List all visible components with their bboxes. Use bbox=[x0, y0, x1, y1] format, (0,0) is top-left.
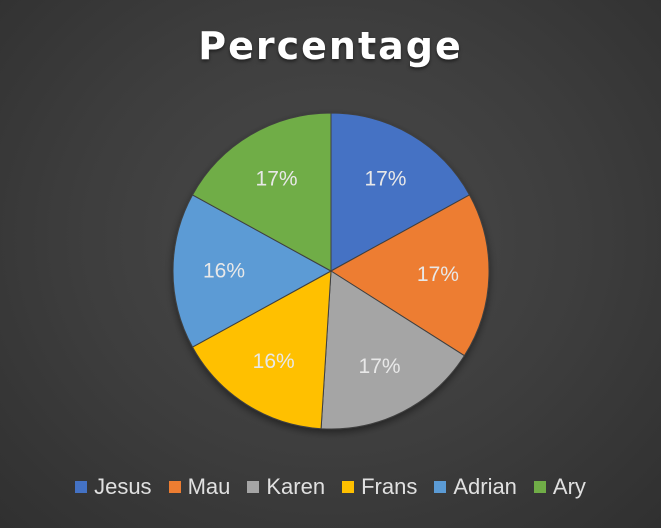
pie-labels: 17% 17% 17% 16% 16% 17% bbox=[203, 167, 459, 377]
legend-item-karen: Karen bbox=[247, 474, 325, 500]
pie-slice-karen bbox=[320, 270, 466, 430]
legend-label: Ary bbox=[552, 474, 586, 499]
data-label-jesus: 17% bbox=[364, 167, 406, 190]
data-label-adrian: 16% bbox=[203, 260, 245, 283]
legend-item-mau: Mau bbox=[168, 474, 231, 500]
pie-slice-jesus bbox=[330, 112, 471, 272]
legend-swatch bbox=[168, 481, 181, 493]
legend-item-frans: Frans bbox=[342, 474, 417, 500]
legend: Jesus Mau Karen Frans Adrian Ary bbox=[0, 474, 661, 500]
data-label-frans: 16% bbox=[253, 350, 295, 373]
legend-item-adrian: Adrian bbox=[434, 474, 517, 500]
legend-label: Jesus bbox=[94, 474, 152, 499]
legend-item-ary: Ary bbox=[533, 474, 586, 500]
legend-swatch bbox=[247, 481, 260, 493]
legend-swatch bbox=[342, 481, 355, 493]
legend-swatch bbox=[434, 481, 447, 493]
legend-swatch bbox=[533, 481, 546, 493]
legend-label: Mau bbox=[187, 474, 231, 499]
pie-slice-ary bbox=[191, 112, 332, 272]
data-label-mau: 17% bbox=[417, 263, 459, 286]
legend-item-jesus: Jesus bbox=[75, 474, 152, 500]
legend-label: Adrian bbox=[453, 474, 517, 499]
chart-title: Percentage bbox=[198, 24, 463, 68]
pie-slice-frans bbox=[191, 270, 332, 430]
pie-slice-adrian bbox=[172, 194, 333, 348]
legend-label: Frans bbox=[361, 474, 418, 499]
data-label-ary: 17% bbox=[256, 167, 298, 190]
pie-slices bbox=[172, 112, 490, 430]
legend-label: Karen bbox=[266, 474, 326, 499]
legend-swatch bbox=[75, 481, 88, 493]
data-label-karen: 17% bbox=[359, 355, 401, 378]
pie-slice-mau bbox=[330, 194, 490, 357]
